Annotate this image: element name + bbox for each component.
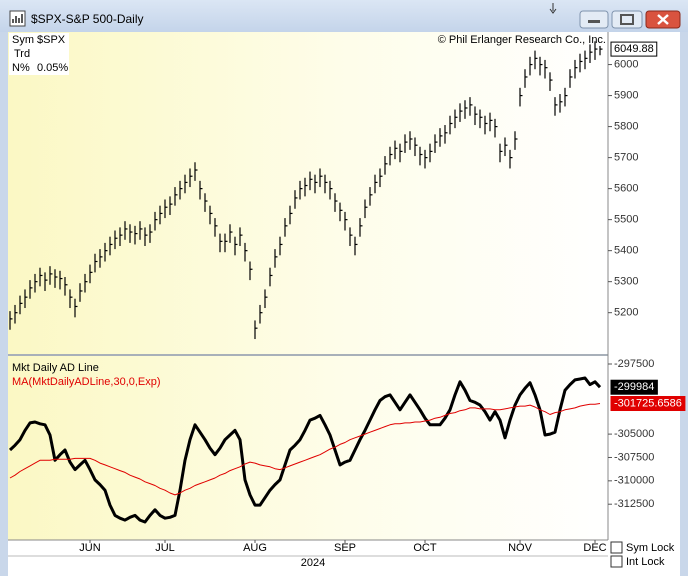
x-tick-label: DEC: [583, 542, 606, 554]
last-value-label: -301725.6586: [614, 397, 682, 409]
copyright: © Phil Erlanger Research Co., Inc.: [438, 34, 606, 46]
minimize-glyph: [588, 20, 600, 23]
x-tick-label: NOV: [508, 542, 533, 554]
y-tick-label: 6000: [614, 58, 638, 70]
x-tick-label: AUG: [243, 542, 267, 554]
y-tick-label: 5300: [614, 276, 638, 288]
last-value-box: [610, 41, 658, 57]
series-line: [8, 376, 602, 524]
plot-marks: 5200 5300 5400 5500 5600 5700 5800 5900 6000 6049…: [8, 41, 686, 554]
last-value-label: 6049.88: [614, 43, 654, 55]
info-label: Sym: [12, 34, 34, 46]
app-icon-glyph: [12, 14, 23, 23]
year-label: 2024: [301, 557, 325, 569]
y-tick-label: -305000: [614, 428, 654, 440]
info-label: Trd: [14, 48, 30, 60]
value-axis-area: [608, 32, 680, 540]
checkbox[interactable]: [610, 555, 623, 568]
close-glyph: [657, 14, 669, 25]
title-bar: [0, 0, 688, 32]
y-tick-label: 5700: [614, 152, 638, 164]
info-label: N%: [12, 62, 30, 74]
window-title: $SPX-S&P 500-Daily: [31, 12, 144, 26]
pin-icon: [549, 3, 557, 14]
maximize-button[interactable]: [611, 10, 643, 29]
last-value-box: [610, 396, 686, 412]
price-panel: [8, 32, 608, 354]
info-value: $SPX: [37, 34, 66, 46]
minimize-button[interactable]: [579, 10, 609, 29]
maximize-glyph: [620, 14, 634, 25]
checkbox[interactable]: [610, 541, 623, 554]
y-tick-label: -312500: [614, 498, 654, 510]
x-tick-label: JUN: [79, 542, 100, 554]
y-tick-label: -297500: [614, 358, 654, 370]
legend-entry: Mkt Daily AD Line: [12, 362, 99, 374]
checkbox-label: Int Lock: [626, 556, 665, 568]
last-value-label: -299984: [614, 381, 654, 393]
x-tick-label: JUL: [155, 542, 175, 554]
x-tick-label: SEP: [334, 542, 356, 554]
last-value-box: [610, 379, 658, 395]
y-tick-label: -307500: [614, 451, 654, 463]
x-tick-label: OCT: [413, 542, 437, 554]
y-tick-label: -310000: [614, 475, 654, 487]
y-tick-label: 5200: [614, 307, 638, 319]
y-tick-label: 5400: [614, 245, 638, 257]
legend-entry: MA(MktDailyADLine,30,0,Exp): [12, 376, 161, 388]
indicator-panel: [8, 356, 608, 540]
time-axis-area: [8, 540, 680, 576]
y-tick-label: 5600: [614, 183, 638, 195]
checkbox-label: Sym Lock: [626, 542, 675, 554]
info-value: 0.05%: [37, 62, 68, 74]
series-line: [9, 403, 601, 496]
y-tick-label: 5500: [614, 214, 638, 226]
y-tick-label: 5900: [614, 89, 638, 101]
y-tick-label: 5800: [614, 121, 638, 133]
info-box: [9, 33, 69, 75]
